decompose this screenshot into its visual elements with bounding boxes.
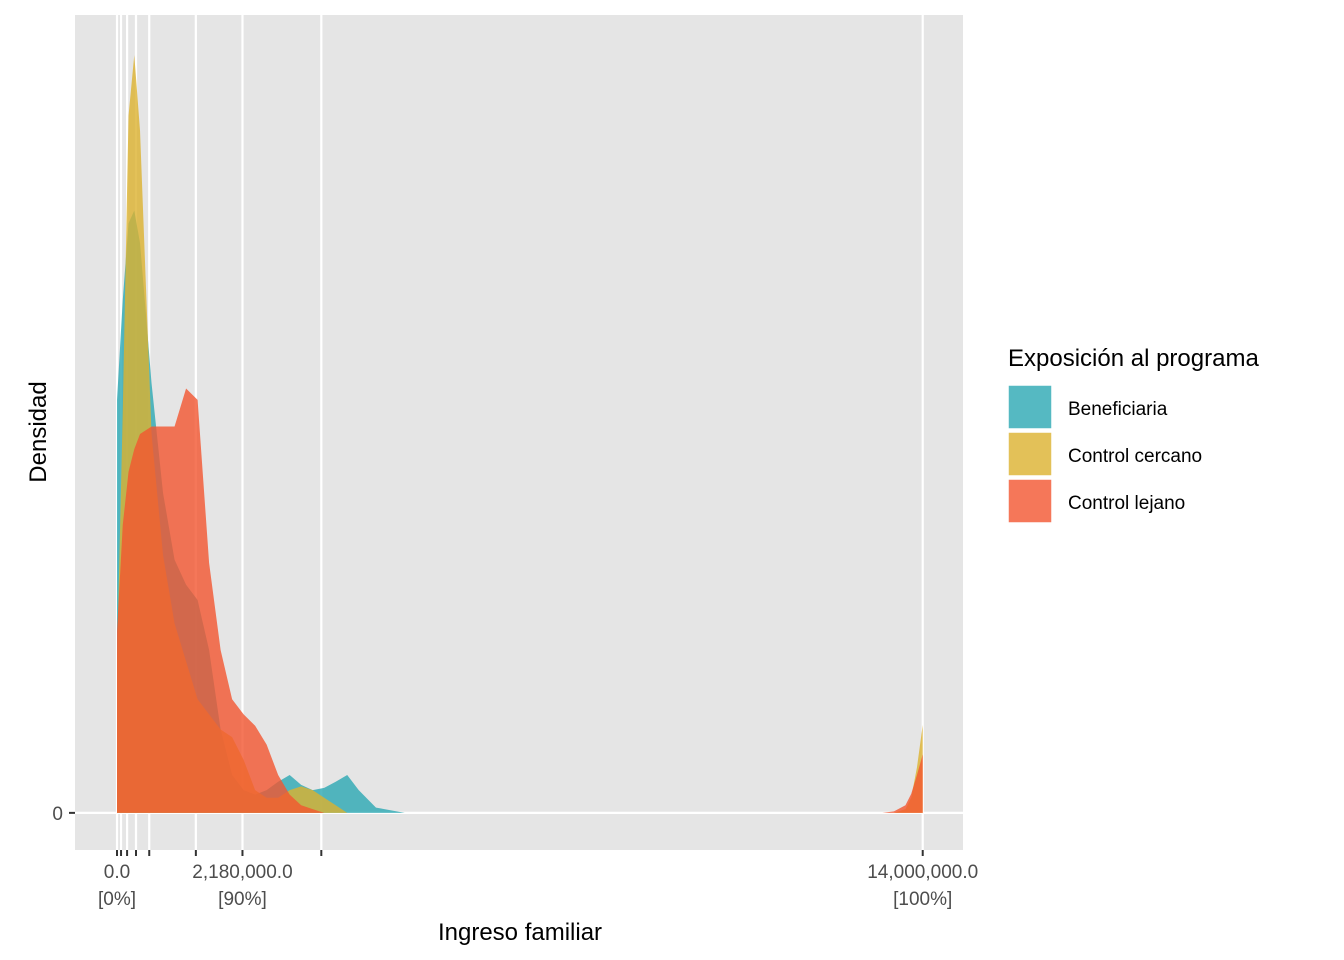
x-tick-label: 0.0 xyxy=(104,862,130,883)
legend-label: Control lejano xyxy=(1068,493,1185,514)
density-area xyxy=(117,388,923,813)
x-tick-quantile: [90%] xyxy=(218,889,267,910)
legend-key xyxy=(1007,478,1053,524)
legend-label: Beneficiaria xyxy=(1068,399,1168,420)
legend-title: Exposición al programa xyxy=(1008,345,1259,372)
legend-key xyxy=(1007,431,1053,477)
legend-key xyxy=(1007,384,1053,430)
x-tick-label: 14,000,000.0 xyxy=(867,862,978,883)
x-tick-quantile: [0%] xyxy=(98,889,136,910)
x-axis-title: Ingreso familiar xyxy=(438,919,602,946)
y-tick-label: 0 xyxy=(52,804,63,825)
x-tick-quantile: [100%] xyxy=(893,889,952,910)
y-axis-title: Densidad xyxy=(25,381,52,482)
x-tick-label: 2,180,000.0 xyxy=(192,862,292,883)
legend-label: Control cercano xyxy=(1068,446,1202,467)
